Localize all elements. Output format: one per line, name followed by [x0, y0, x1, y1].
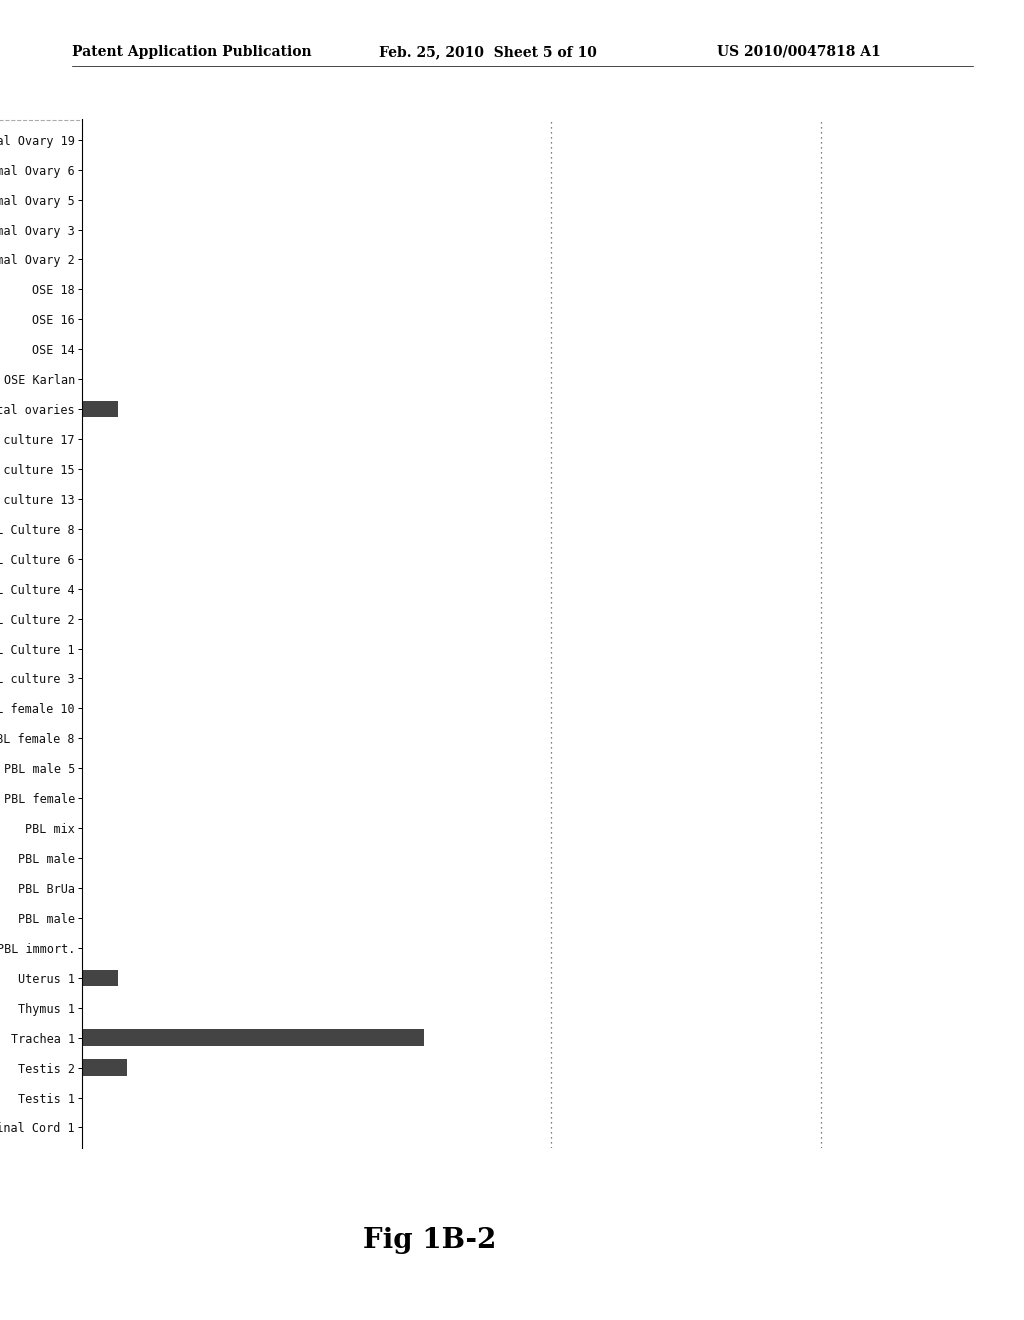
- Text: Patent Application Publication: Patent Application Publication: [72, 45, 311, 59]
- Text: Fig 1B-2: Fig 1B-2: [364, 1228, 497, 1254]
- Text: US 2010/0047818 A1: US 2010/0047818 A1: [717, 45, 881, 59]
- Bar: [82, 1060, 127, 1076]
- Bar: [82, 1030, 424, 1045]
- Bar: [82, 970, 118, 986]
- Text: Feb. 25, 2010  Sheet 5 of 10: Feb. 25, 2010 Sheet 5 of 10: [379, 45, 597, 59]
- Bar: [82, 401, 118, 417]
